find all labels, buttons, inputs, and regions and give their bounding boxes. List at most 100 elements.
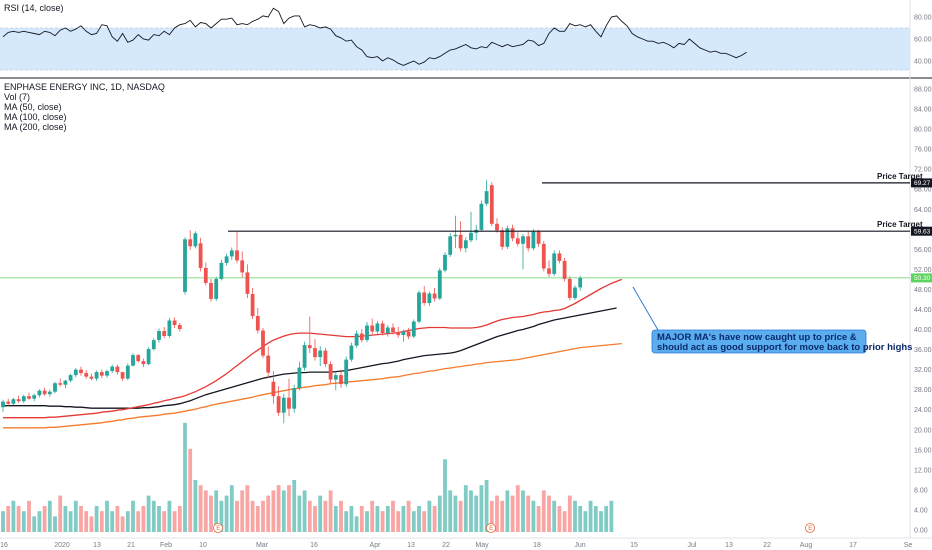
earnings-marker-1[interactable]: E: [213, 523, 223, 533]
candle-body: [396, 332, 401, 336]
x-tick-label: 13: [407, 542, 415, 549]
volume-bar: [84, 511, 89, 532]
candle-body: [271, 381, 276, 397]
price-y-tick-label: 32.00: [914, 367, 932, 374]
rsi-line: [2, 7, 747, 66]
x-tick-label: 10: [199, 542, 207, 549]
volume-bar: [209, 495, 213, 532]
earnings-marker-3[interactable]: E: [805, 523, 815, 533]
candle-body: [125, 365, 130, 379]
candle-body: [27, 396, 31, 399]
candle-body: [380, 323, 385, 333]
annotation-line-1: MAJOR MA's have now caught up to price &: [657, 332, 857, 343]
volume-bar: [58, 495, 63, 532]
volume-bar: [489, 500, 494, 532]
volume-bar: [235, 500, 239, 532]
volume-bar: [6, 506, 11, 532]
candle-body: [162, 331, 167, 336]
x-tick-label: Mar: [256, 542, 269, 549]
rsi-y-tick-label: 60.00: [914, 37, 932, 44]
rsi-y-tick-label: 40.00: [914, 59, 932, 66]
candle-body: [63, 380, 68, 385]
indicator-label-ma200[interactable]: MA (200, close): [4, 122, 67, 132]
volume-bar: [271, 490, 276, 532]
candle-body: [32, 395, 37, 399]
volume-bar: [1, 511, 5, 532]
price-y-tick-label: 8.00: [914, 487, 928, 494]
volume-bar: [167, 500, 172, 532]
volume-bar: [47, 500, 52, 532]
candle-body: [73, 369, 78, 376]
volume-bars: [1, 422, 614, 532]
volume-bar: [214, 490, 219, 532]
volume-bar: [411, 511, 416, 532]
volume-bar: [500, 500, 505, 532]
volume-bar: [99, 511, 104, 532]
earnings-marker-2[interactable]: E: [486, 523, 496, 533]
price-target-1[interactable]: Price Target 69.27: [542, 172, 932, 188]
price-y-tick-label: 48.00: [914, 287, 932, 294]
candle-body: [79, 369, 83, 374]
volume-bar: [32, 516, 37, 532]
x-tick-label: Aug: [800, 542, 813, 549]
price-y-tick-label: 68.00: [914, 187, 932, 194]
candle-body: [292, 388, 297, 409]
candle-body: [344, 359, 349, 385]
earnings-marker-2-circle[interactable]: [486, 523, 496, 533]
volume-bar: [573, 500, 577, 532]
price-y-tick-label: 16.00: [914, 447, 932, 454]
volume-bar: [120, 516, 125, 532]
candle-body: [531, 231, 536, 249]
annotation-box[interactable]: [651, 329, 867, 354]
candle-body: [16, 399, 21, 402]
candle-body: [235, 250, 239, 261]
volume-bar: [42, 506, 47, 532]
candle-body: [110, 366, 115, 372]
price-y-tick-label: 84.00: [914, 107, 932, 114]
x-tick-label: Jul: [688, 542, 697, 549]
x-tick-label: 17: [849, 542, 857, 549]
candle-body: [94, 372, 99, 379]
volume-bar: [245, 485, 250, 532]
indicator-label-ma50[interactable]: MA (50, close): [4, 102, 62, 112]
volume-bar: [157, 506, 161, 532]
candle-body: [214, 278, 219, 299]
volume-bar: [255, 506, 260, 532]
candle-body: [188, 239, 193, 247]
candle-body: [427, 293, 432, 303]
candle-body: [562, 260, 567, 279]
candle-body: [365, 325, 369, 340]
volume-bar: [302, 490, 307, 532]
volume-bar: [578, 506, 583, 532]
volume-bar: [68, 511, 73, 532]
candle-body: [453, 234, 458, 237]
price-target-1-badge: [911, 178, 932, 188]
price-y-tick-label: 52.00: [914, 267, 932, 274]
volume-bar: [177, 506, 182, 532]
volume-bar: [131, 500, 135, 532]
earnings-marker-1-circle[interactable]: [213, 523, 223, 533]
price-y-tick-label: 0.00: [914, 528, 928, 535]
volume-bar: [406, 500, 411, 532]
volume-bar: [432, 506, 437, 532]
annotation-callout[interactable]: MAJOR MA's have now caught up to price &…: [632, 286, 912, 354]
candle-body: [1, 401, 5, 408]
price-target-2-label: Price Target: [877, 220, 923, 229]
indicator-label-ma100[interactable]: MA (100, close): [4, 112, 67, 122]
price-target-2-badge: [911, 226, 932, 236]
volume-bar: [521, 490, 525, 532]
price-target-2[interactable]: Price Target 59.63: [228, 220, 932, 236]
x-tick-label: 16: [310, 542, 318, 549]
volume-bar: [53, 516, 57, 532]
candle-body: [281, 397, 286, 413]
volume-bar: [172, 511, 177, 532]
candle-body: [406, 331, 411, 337]
x-tick-label: Jun: [574, 542, 585, 549]
candle-body: [526, 236, 531, 249]
candle-body: [385, 327, 390, 333]
volume-bar: [11, 500, 16, 532]
x-tick-label: 21: [127, 542, 135, 549]
indicator-label-vol[interactable]: Vol (7): [4, 92, 30, 102]
volume-bar: [16, 506, 21, 532]
earnings-marker-3-circle[interactable]: [805, 523, 815, 533]
